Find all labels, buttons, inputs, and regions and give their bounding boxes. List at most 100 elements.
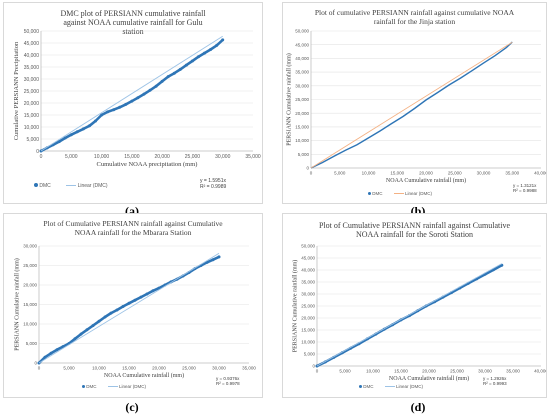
data-point — [97, 319, 101, 323]
chart-panel-c: Plot of Cumulative PERSIANN rainfall aga… — [3, 213, 263, 398]
x-axis-label: Cumulative NOAA precipitation (mm) — [97, 161, 198, 168]
data-point — [139, 295, 143, 299]
legend-line — [393, 193, 404, 195]
y-tick-label: 30,000 — [295, 83, 309, 88]
equation-text: y = 0.9376x — [216, 376, 240, 381]
legend-marker — [359, 385, 362, 388]
data-point — [133, 298, 137, 302]
data-point — [136, 96, 140, 100]
data-point — [85, 328, 89, 332]
y-tick-label: 5,000 — [26, 137, 39, 143]
y-tick-label: 35,000 — [295, 70, 309, 75]
trend-equation: y = 1.2926x R² = 0.9993 — [483, 376, 507, 387]
y-tick-label: 15,000 — [301, 328, 315, 333]
r-squared-text: R² = 0.9989 — [200, 184, 227, 190]
x-tick-label: 10,000 — [92, 366, 106, 371]
x-tick-label: 30,000 — [212, 366, 226, 371]
y-tick-label: 35,000 — [301, 280, 315, 285]
chart-panel-a: DMC plot of PERSIANN cumulative rainfall… — [3, 2, 263, 204]
chart-svg: 0 5,000 10,000 15,000 20,000 25,000 30,000 35,0… — [285, 29, 546, 184]
data-point — [211, 258, 215, 262]
r-squared-text: R² = 0.9978 — [216, 381, 240, 387]
legend-marker — [34, 183, 38, 187]
data-point — [43, 355, 47, 359]
data-point — [121, 305, 125, 308]
y-tick-label: 10,000 — [301, 340, 315, 345]
y-axis-label: Cumulative PERSIANN Precipitation — [13, 41, 20, 140]
y-tick-label: 5,000 — [304, 352, 316, 357]
data-point — [217, 255, 221, 259]
x-tick-label: 0 — [40, 154, 43, 160]
data-point — [197, 55, 200, 59]
series-line — [310, 41, 513, 169]
x-tick-label: 5,000 — [65, 154, 78, 160]
data-point — [55, 348, 59, 352]
data-point — [63, 136, 67, 140]
x-tick-label: 10,000 — [366, 369, 380, 374]
data-point — [160, 79, 164, 83]
x-tick-label: 5,000 — [339, 369, 351, 374]
x-tick-label: 25,000 — [450, 369, 464, 374]
x-tick-label: 35,000 — [506, 369, 520, 374]
chart-svg: 0 5,000 10,000 15,000 20,000 25,000 30,000 35,0… — [291, 244, 546, 382]
trend-equation: y = 1.5951x R² = 0.9989 — [200, 178, 226, 190]
y-tick-label: 30,000 — [23, 244, 37, 249]
chart-title: Plot of Cumulative PERSIANN rainfall aga… — [43, 219, 223, 237]
y-tick-label: 10,000 — [24, 125, 40, 131]
x-tick-label: 20,000 — [422, 369, 436, 374]
data-point — [172, 71, 176, 75]
chart-legend: DMC Linear (DMC) — [34, 183, 108, 189]
x-tick-label: 25,000 — [448, 171, 462, 176]
legend-line — [66, 185, 77, 187]
y-tick-label: 25,000 — [295, 97, 309, 102]
y-tick-label: 10,000 — [295, 138, 309, 143]
y-tick-label: 25,000 — [24, 89, 40, 95]
legend-entry-linear: Linear (DMC) — [405, 191, 433, 196]
chart-panel-d: Plot of Cumulative PERSIANN rainfall aga… — [282, 213, 547, 398]
chart-title: Plot of cumulative PERSIANN rainfall aga… — [314, 8, 515, 26]
data-point — [112, 108, 116, 112]
trend-equation: y = 0.9376x R² = 0.9978 — [216, 376, 240, 387]
series-band — [37, 255, 221, 365]
data-point — [184, 63, 188, 67]
data-point — [221, 38, 225, 42]
y-tick-label: 50,000 — [301, 244, 315, 249]
r-squared-text: R² = 0.9988 — [513, 188, 537, 194]
y-tick-label: 5,000 — [26, 341, 38, 346]
data-point — [81, 127, 85, 131]
x-tick-label: 25,000 — [182, 366, 196, 371]
data-point — [124, 102, 128, 106]
data-point — [190, 59, 194, 63]
x-tick-label: 15,000 — [124, 154, 140, 160]
data-point — [115, 308, 119, 312]
y-tick-label: 0 — [306, 166, 309, 171]
y-tick-label: 10,000 — [23, 322, 37, 327]
equation-text: y = 1.3121x — [513, 183, 537, 188]
legend-entry-linear: Linear (DMC) — [77, 183, 108, 189]
data-point — [69, 133, 73, 137]
x-tick-label: 15,000 — [122, 366, 136, 371]
y-tick-label: 40,000 — [24, 53, 40, 59]
equation-text: y = 1.5951x — [200, 178, 226, 184]
data-point — [106, 110, 110, 114]
data-point — [118, 105, 122, 109]
data-point — [61, 345, 65, 349]
legend-entry-dmc: DMC — [372, 191, 383, 196]
y-tick-label: 20,000 — [301, 316, 315, 321]
chart-title: DMC plot of PERSIANN cumulative rainfall… — [60, 9, 206, 37]
y-tick-label: 45,000 — [24, 41, 40, 47]
x-axis-label: NOAA Cumulative rainfall (mm) — [389, 375, 469, 382]
series-band — [39, 38, 224, 153]
data-point — [127, 301, 131, 305]
y-tick-label: 0 — [36, 149, 39, 155]
y-tick-label: 5,000 — [298, 152, 310, 157]
chart-legend: DMC Linear (DMC) — [359, 384, 423, 389]
data-point — [178, 67, 182, 71]
y-tick-label: 30,000 — [24, 77, 40, 83]
chart-svg: 0 5,000 10,000 15,000 20,000 25,000 30,000 0 5,0… — [13, 244, 256, 379]
data-point — [91, 324, 95, 328]
x-tick-label: 5,000 — [334, 171, 346, 176]
data-point — [88, 124, 91, 128]
chart-svg: 0 5,000 10,000 15,000 20,000 25,000 30,000 35,0… — [13, 29, 261, 168]
x-tick-label: 0 — [310, 171, 313, 176]
